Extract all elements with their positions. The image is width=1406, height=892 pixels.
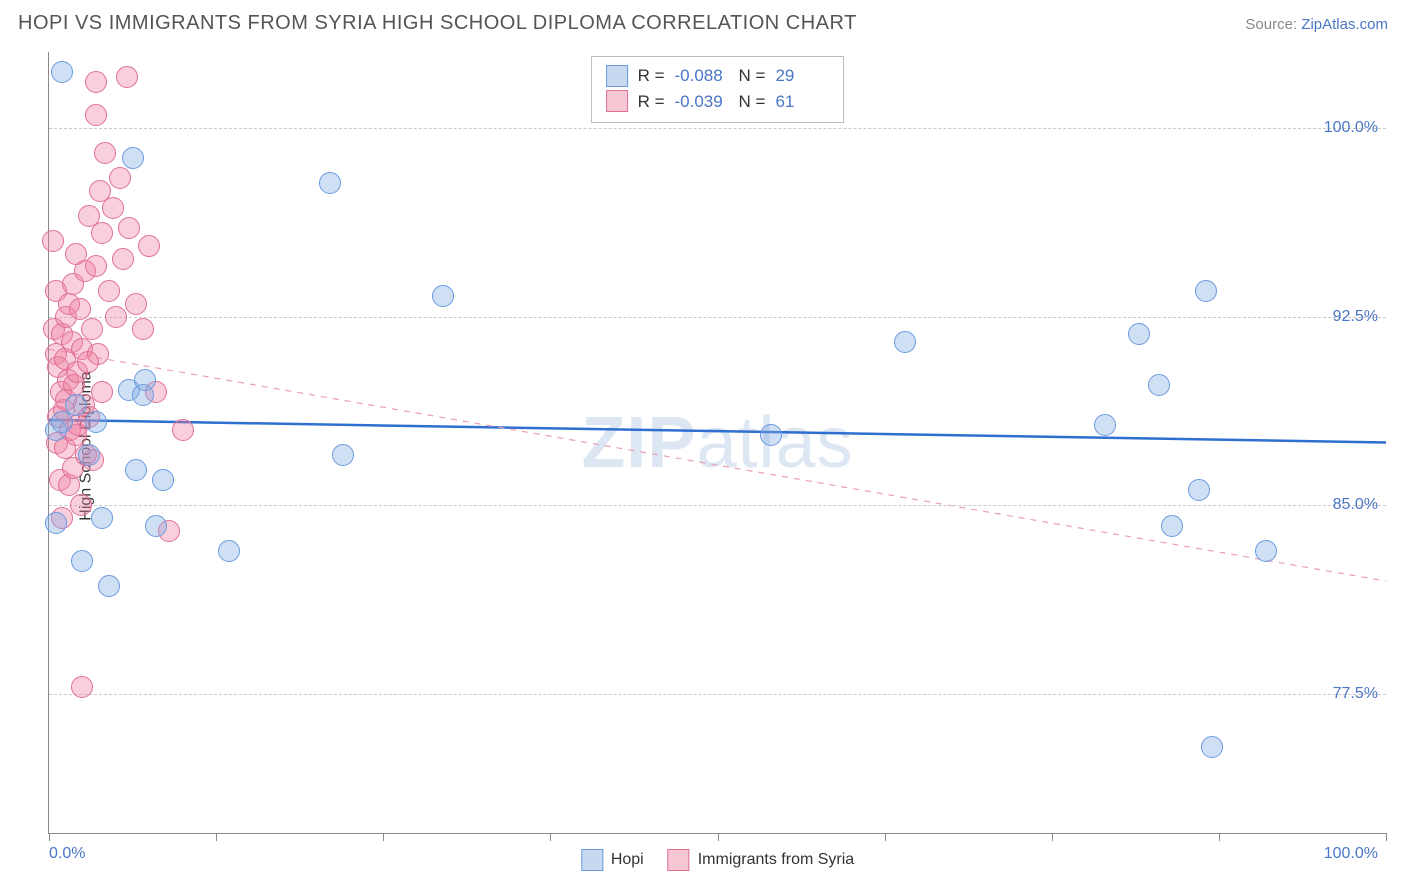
n-value-syria: 61	[775, 89, 829, 115]
data-point-hopi	[1188, 479, 1210, 501]
x-tick	[1219, 833, 1220, 841]
r-label: R =	[638, 89, 665, 115]
data-point-hopi	[332, 444, 354, 466]
data-point-hopi	[145, 515, 167, 537]
r-label: R =	[638, 63, 665, 89]
source-attribution: Source: ZipAtlas.com	[1245, 16, 1388, 33]
data-point-syria	[102, 197, 124, 219]
swatch-hopi-icon	[606, 65, 628, 87]
data-point-syria	[69, 298, 91, 320]
data-point-hopi	[71, 550, 93, 572]
data-point-hopi	[1201, 736, 1223, 758]
n-label: N =	[739, 63, 766, 89]
data-point-hopi	[51, 61, 73, 83]
data-point-syria	[87, 343, 109, 365]
y-tick-label: 100.0%	[1324, 119, 1378, 137]
watermark-zip: ZIP	[581, 403, 696, 483]
data-point-syria	[172, 419, 194, 441]
correlation-stats-box: R = -0.088 N = 29 R = -0.039 N = 61	[591, 56, 845, 123]
x-axis-min-label: 0.0%	[49, 845, 85, 863]
data-point-hopi	[1255, 540, 1277, 562]
trend-line-hopi	[49, 420, 1386, 443]
data-point-hopi	[1148, 374, 1170, 396]
data-point-hopi	[432, 285, 454, 307]
data-point-hopi	[894, 331, 916, 353]
data-point-hopi	[218, 540, 240, 562]
r-value-hopi: -0.088	[675, 63, 729, 89]
y-tick-label: 92.5%	[1333, 308, 1378, 326]
gridline-h	[49, 694, 1386, 695]
data-point-hopi	[134, 369, 156, 391]
x-tick	[383, 833, 384, 841]
data-point-syria	[42, 230, 64, 252]
data-point-syria	[85, 104, 107, 126]
data-point-hopi	[1161, 515, 1183, 537]
stats-row-hopi: R = -0.088 N = 29	[606, 63, 830, 89]
scatter-plot-area: ZIPatlas R = -0.088 N = 29 R = -0.039 N …	[48, 52, 1386, 834]
data-point-hopi	[319, 172, 341, 194]
stats-row-syria: R = -0.039 N = 61	[606, 89, 830, 115]
chart-title: HOPI VS IMMIGRANTS FROM SYRIA HIGH SCHOO…	[18, 12, 857, 35]
swatch-syria-icon	[606, 90, 628, 112]
data-point-syria	[81, 318, 103, 340]
series-legend: Hopi Immigrants from Syria	[581, 849, 854, 871]
x-tick	[216, 833, 217, 841]
data-point-hopi	[1195, 280, 1217, 302]
y-tick-label: 77.5%	[1333, 685, 1378, 703]
legend-item-syria: Immigrants from Syria	[668, 849, 854, 871]
x-tick	[550, 833, 551, 841]
legend-swatch-syria-icon	[668, 849, 690, 871]
data-point-syria	[118, 217, 140, 239]
data-point-hopi	[91, 507, 113, 529]
data-point-syria	[71, 676, 93, 698]
data-point-syria	[94, 142, 116, 164]
watermark: ZIPatlas	[581, 402, 853, 484]
gridline-h	[49, 317, 1386, 318]
source-prefix: Source:	[1245, 16, 1301, 33]
data-point-hopi	[85, 411, 107, 433]
data-point-syria	[91, 381, 113, 403]
legend-item-hopi: Hopi	[581, 849, 644, 871]
y-tick-label: 85.0%	[1333, 496, 1378, 514]
x-tick	[1386, 833, 1387, 841]
data-point-syria	[70, 494, 92, 516]
data-point-syria	[116, 66, 138, 88]
legend-swatch-hopi-icon	[581, 849, 603, 871]
data-point-hopi	[760, 424, 782, 446]
data-point-hopi	[65, 394, 87, 416]
n-label: N =	[739, 89, 766, 115]
n-value-hopi: 29	[775, 63, 829, 89]
x-tick	[885, 833, 886, 841]
data-point-hopi	[125, 459, 147, 481]
data-point-syria	[132, 318, 154, 340]
data-point-syria	[125, 293, 147, 315]
legend-label-hopi: Hopi	[611, 851, 644, 869]
data-point-hopi	[152, 469, 174, 491]
r-value-syria: -0.039	[675, 89, 729, 115]
data-point-syria	[98, 280, 120, 302]
data-point-syria	[105, 306, 127, 328]
data-point-hopi	[1094, 414, 1116, 436]
data-point-syria	[112, 248, 134, 270]
gridline-h	[49, 128, 1386, 129]
data-point-syria	[91, 222, 113, 244]
x-tick	[1052, 833, 1053, 841]
trend-line-syria	[49, 349, 1386, 581]
x-tick	[49, 833, 50, 841]
data-point-hopi	[45, 512, 67, 534]
data-point-hopi	[1128, 323, 1150, 345]
trend-lines-svg	[49, 52, 1386, 833]
data-point-hopi	[78, 444, 100, 466]
data-point-hopi	[122, 147, 144, 169]
source-link[interactable]: ZipAtlas.com	[1301, 16, 1388, 33]
x-axis-max-label: 100.0%	[1324, 845, 1378, 863]
data-point-syria	[85, 255, 107, 277]
data-point-hopi	[98, 575, 120, 597]
data-point-syria	[138, 235, 160, 257]
x-tick	[718, 833, 719, 841]
data-point-syria	[85, 71, 107, 93]
legend-label-syria: Immigrants from Syria	[698, 851, 854, 869]
gridline-h	[49, 505, 1386, 506]
data-point-syria	[109, 167, 131, 189]
